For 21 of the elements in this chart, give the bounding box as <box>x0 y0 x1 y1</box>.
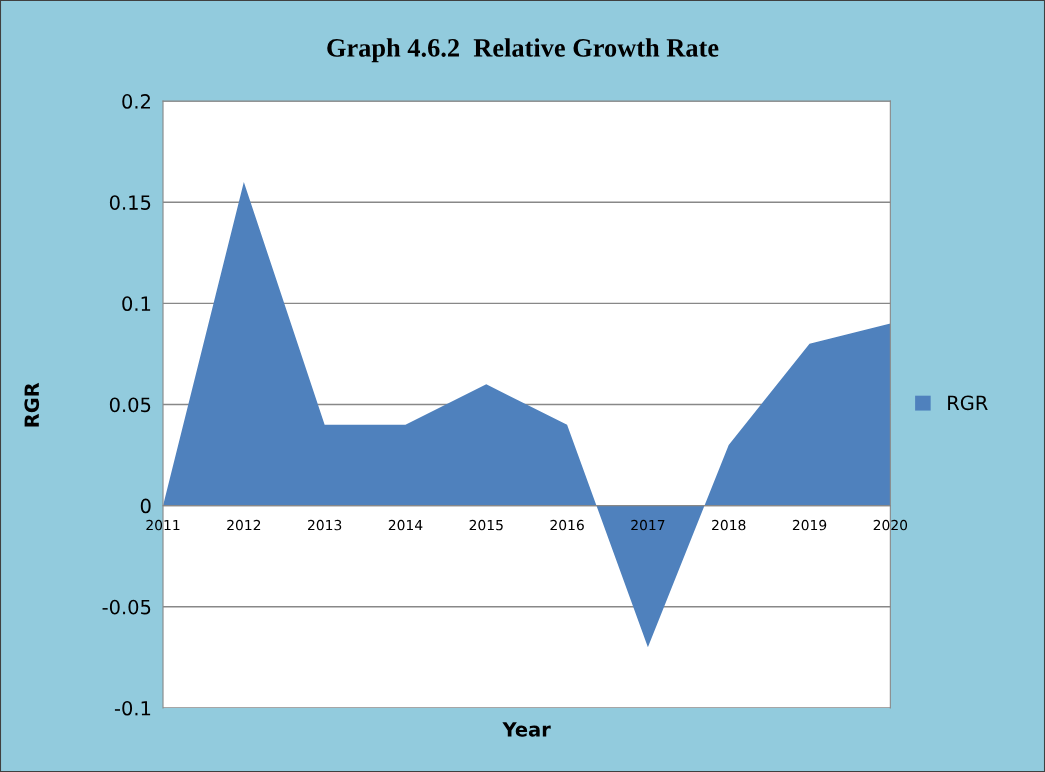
x-tick-label: 2019 <box>792 519 827 531</box>
y-tick-label: 0.2 <box>122 94 150 109</box>
y-tick-label: 0.05 <box>109 397 151 413</box>
y-tick-label: -0.05 <box>102 599 151 615</box>
x-tick-label: 2018 <box>712 519 746 531</box>
y-tick-label: 0 <box>140 498 151 514</box>
legend-label: RGR <box>948 395 988 411</box>
y-tick-label: -0.1 <box>114 700 151 716</box>
y-axis-title: RGR <box>24 382 40 427</box>
y-tick-label: 0.1 <box>122 296 151 312</box>
x-tick-label: 2016 <box>550 519 584 531</box>
x-tick-label: 2015 <box>469 519 503 531</box>
x-tick-label: 2012 <box>227 519 261 531</box>
x-tick-label: 2014 <box>388 519 423 531</box>
chart-title: Graph 4.6.2 Relative Growth Rate <box>327 38 719 63</box>
x-tick-label: 2011 <box>146 519 180 531</box>
x-axis-title: Year <box>502 722 551 737</box>
x-tick-label: 2017 <box>631 519 665 531</box>
y-tick-label: 0.15 <box>109 195 151 210</box>
x-tick-label: 2020 <box>873 519 908 531</box>
x-tick-label: 2013 <box>307 519 342 531</box>
